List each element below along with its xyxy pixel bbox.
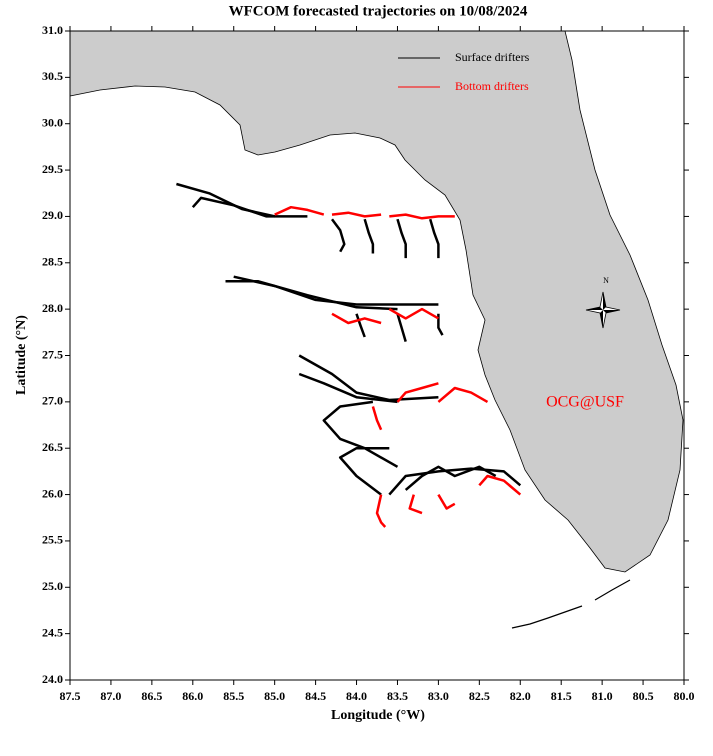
keys xyxy=(511,579,631,629)
y-tick-label: 26.5 xyxy=(42,440,63,454)
compass-label: N xyxy=(603,276,609,285)
trajectory xyxy=(330,218,346,253)
y-tick-label: 28.0 xyxy=(42,301,63,315)
y-axis-label: Latitude (°N) xyxy=(14,315,29,395)
x-tick-label: 87.5 xyxy=(60,689,81,703)
x-tick-label: 85.5 xyxy=(223,689,244,703)
trajectory xyxy=(437,313,444,336)
trajectory xyxy=(298,372,398,404)
x-tick-label: 86.5 xyxy=(141,689,162,703)
y-tick-label: 27.0 xyxy=(42,394,63,408)
trajectory xyxy=(396,382,439,403)
y-tick-label: 25.5 xyxy=(42,533,63,547)
x-tick-label: 85.0 xyxy=(264,689,285,703)
x-tick-label: 82.0 xyxy=(510,689,531,703)
y-tick-label: 24.5 xyxy=(42,625,63,639)
trajectory xyxy=(298,354,439,402)
y-tick-label: 27.5 xyxy=(42,347,63,361)
annotation: OCG@USF xyxy=(546,394,624,411)
x-tick-label: 87.0 xyxy=(100,689,121,703)
y-tick-label: 30.5 xyxy=(42,69,63,83)
trajectory xyxy=(225,280,398,311)
y-tick-label: 24.0 xyxy=(42,672,63,686)
y-tick-label: 26.0 xyxy=(42,486,63,500)
x-tick-label: 83.5 xyxy=(387,689,408,703)
x-tick-label: 84.0 xyxy=(346,689,367,703)
x-tick-label: 81.5 xyxy=(551,689,572,703)
x-axis-label: Longitude (°W) xyxy=(331,708,425,723)
y-tick-label: 30.0 xyxy=(42,115,63,129)
trajectory xyxy=(396,313,407,342)
trajectory xyxy=(322,400,399,468)
y-tick-label: 25.0 xyxy=(42,579,63,593)
trajectory xyxy=(371,406,383,431)
trajectory xyxy=(331,211,382,218)
x-tick-label: 83.0 xyxy=(428,689,449,703)
x-tick-label: 86.0 xyxy=(182,689,203,703)
trajectory xyxy=(191,196,308,218)
x-tick-label: 80.0 xyxy=(674,689,695,703)
trajectory xyxy=(437,493,456,510)
trajectory xyxy=(478,474,522,496)
x-tick-label: 81.0 xyxy=(592,689,613,703)
land xyxy=(69,30,684,573)
trajectory xyxy=(389,213,455,220)
legend-label: Surface drifters xyxy=(455,50,530,64)
y-tick-label: 29.5 xyxy=(42,162,63,176)
trajectory xyxy=(404,465,497,491)
compass: N xyxy=(585,276,621,329)
trajectory xyxy=(375,494,387,528)
trajectory xyxy=(437,386,489,403)
trajectory xyxy=(363,218,375,254)
y-tick-label: 29.0 xyxy=(42,208,63,222)
compass-fill xyxy=(586,292,620,328)
trajectory xyxy=(233,275,439,306)
trajectory xyxy=(331,312,382,325)
trajectory xyxy=(274,205,325,216)
x-tick-label: 82.5 xyxy=(469,689,490,703)
legend-label: Bottom drifters xyxy=(455,79,529,93)
trajectory xyxy=(388,307,440,320)
x-tick-label: 84.5 xyxy=(305,689,326,703)
trajectory xyxy=(355,313,366,338)
trajectory xyxy=(396,218,407,259)
y-tick-label: 31.0 xyxy=(42,23,63,37)
trajectory xyxy=(429,218,440,259)
x-tick-label: 80.5 xyxy=(633,689,654,703)
trajectory xyxy=(338,446,390,496)
trajectory xyxy=(408,494,423,515)
trajectory xyxy=(388,467,522,496)
trajectory xyxy=(176,182,275,218)
chart-title: WFCOM forecasted trajectories on 10/08/2… xyxy=(229,3,528,19)
y-tick-label: 28.5 xyxy=(42,255,63,269)
